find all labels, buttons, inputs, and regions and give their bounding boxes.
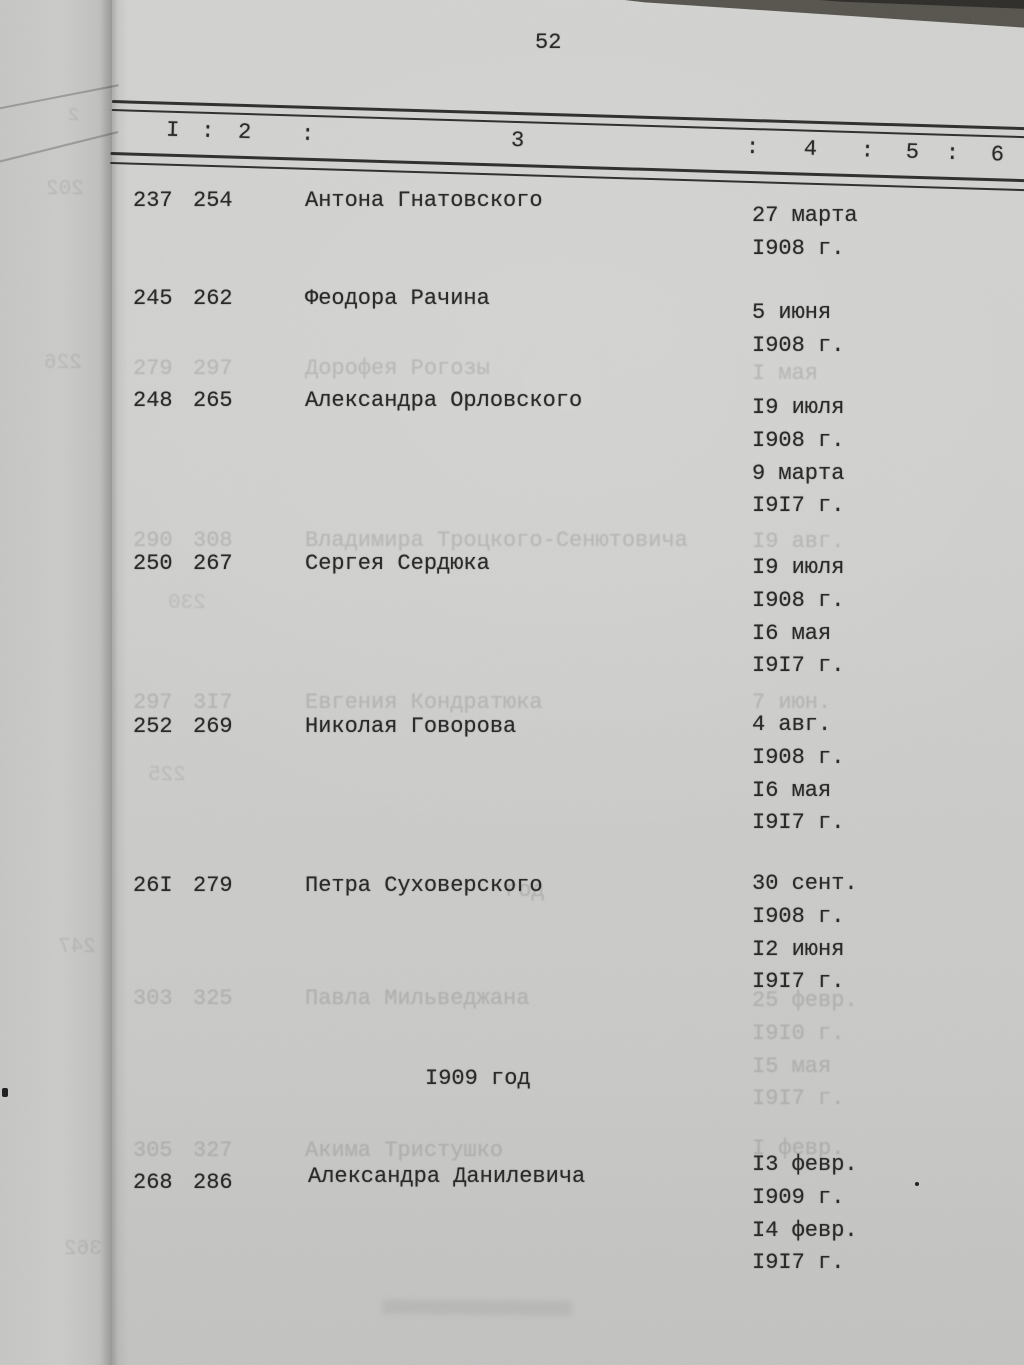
entry-number-col1: 250 <box>133 551 173 576</box>
bleedthrough-number: 297 <box>133 690 173 715</box>
bleedthrough-mirrored-number: 226 <box>44 352 82 375</box>
date-line: 27 марта <box>752 203 858 228</box>
date-line: I9I0 г. <box>752 1020 845 1046</box>
ink-speck <box>2 1088 8 1097</box>
date-line: I908 г. <box>752 427 845 453</box>
bleedthrough-mirrored-number: 362 <box>64 1238 102 1261</box>
entry-number-col1: 248 <box>133 388 173 413</box>
bleedthrough-date: I мая <box>752 361 818 394</box>
date-line: 5 июня <box>752 300 832 325</box>
section-year-header: I909 год <box>425 1066 531 1091</box>
date-line: I4 февр. <box>752 1217 858 1243</box>
entry-number-col1: 252 <box>133 714 173 739</box>
date-cell: 30 сент. I908 г. I2 июня I9I7 г. <box>752 871 858 1002</box>
date-line: I908 г. <box>752 235 845 261</box>
date-cell: I9 июля I908 г. 9 марта I9I7 г. <box>752 395 844 526</box>
date-line: I9I7 г. <box>752 810 845 836</box>
date-line: I9I7 г. <box>752 1250 845 1276</box>
date-line: I6 мая <box>752 620 832 646</box>
page-number: 52 <box>535 30 562 55</box>
date-line: I9I7 г. <box>752 653 845 679</box>
date-cell: I9 июля I908 г. I6 мая I9I7 г. <box>752 555 844 686</box>
entry-number-col2: 254 <box>193 188 233 213</box>
person-name: Петра Суховерского <box>305 873 543 898</box>
date-line: I9 июля <box>752 395 845 420</box>
entry-number-col1: 245 <box>133 286 173 311</box>
date-line: 30 сент. <box>752 871 858 896</box>
table-header-band: I : 2 : 3 : 4 : 5 : 6 <box>110 100 1024 198</box>
date-line: I9I7 г. <box>752 1086 845 1112</box>
date-line: 9 марта <box>752 460 845 486</box>
date-line: I908 г. <box>752 903 845 929</box>
previous-page-edge <box>0 0 112 1365</box>
bleedthrough-name: Дорофея Рогозы <box>305 356 490 381</box>
date-line: I909 г. <box>752 1184 845 1210</box>
entry-number-col2: 262 <box>193 286 233 311</box>
book-gutter-crease <box>100 0 128 1365</box>
entry-number-col2: 265 <box>193 388 233 413</box>
date-line: 4 авг. <box>752 712 832 737</box>
date-line: I908 г. <box>752 332 845 358</box>
date-line: I мая <box>752 361 819 386</box>
entry-number-col1: 268 <box>133 1170 173 1195</box>
date-line: I908 г. <box>752 587 845 613</box>
date-cell: 4 авг. I908 г. I6 мая I9I7 г. <box>752 712 844 843</box>
date-line: 25 февр. <box>752 988 858 1013</box>
column-header-3: 3 <box>510 127 525 154</box>
column-separator: : <box>300 121 315 148</box>
date-line: I6 мая <box>752 777 832 803</box>
column-separator: : <box>945 140 960 167</box>
date-cell: 5 июня I908 г. <box>752 300 844 366</box>
bleedthrough-mirrored-number: 2 <box>68 106 79 126</box>
person-name: Антона Гнатовского <box>305 188 543 213</box>
entry-number-col2: 279 <box>193 873 233 898</box>
date-line: I5 мая <box>752 1053 832 1079</box>
person-name: Александра Данилевича <box>308 1164 586 1189</box>
bleedthrough-smear <box>381 1299 573 1316</box>
bleedthrough-date: 25 февр. I9I0 г. I5 мая I9I7 г. <box>752 988 858 1119</box>
entry-number-col2: 267 <box>193 551 233 576</box>
entry-number-col2: 286 <box>193 1170 233 1195</box>
column-separator: : <box>860 138 875 164</box>
bleedthrough-number: 297 <box>193 356 233 381</box>
column-header-6: 6 <box>990 142 1005 168</box>
column-header-4: 4 <box>803 136 818 162</box>
column-header-2: 2 <box>237 119 252 146</box>
date-cell: 27 марта I908 г. <box>752 203 858 269</box>
column-header-1: I <box>165 117 180 144</box>
bleedthrough-number: 327 <box>193 1138 233 1163</box>
person-name: Феодора Рачина <box>305 286 490 311</box>
column-separator: : <box>745 134 760 161</box>
bleedthrough-mirrored-number: 230 <box>168 592 206 615</box>
bleedthrough-mirrored-number: 202 <box>46 178 84 201</box>
person-name: Александра Орловского <box>305 388 583 413</box>
bleedthrough-name: Павла Мильведжана <box>305 986 530 1011</box>
date-line: I3 февр. <box>752 1152 858 1177</box>
date-line: I9I7 г. <box>752 493 845 519</box>
date-line: I908 г. <box>752 744 845 770</box>
bleedthrough-mirrored-number: 225 <box>148 764 186 787</box>
bleedthrough-number: 305 <box>133 1138 173 1163</box>
bleedthrough-name: Акима Тристушко <box>305 1138 504 1163</box>
bleedthrough-mirrored-number: 247 <box>58 936 96 959</box>
person-name: Николая Говорова <box>305 714 517 739</box>
date-cell: I3 февр. I909 г. I4 февр. I9I7 г. <box>752 1152 858 1283</box>
entry-number-col2: 269 <box>193 714 233 739</box>
bleedthrough-name: Евгения Кондратюка <box>305 690 543 715</box>
bleedthrough-number: 279 <box>133 356 173 381</box>
ink-speck <box>915 1182 919 1186</box>
bleedthrough-number: 303 <box>133 986 173 1011</box>
column-header-5: 5 <box>905 139 920 165</box>
entry-number-col1: 26I <box>133 873 173 898</box>
bleedthrough-number: 325 <box>193 986 233 1011</box>
entry-number-col1: 237 <box>133 188 173 213</box>
column-separator: : <box>200 118 215 145</box>
bleedthrough-number: 3I7 <box>193 690 233 715</box>
date-line: I2 июня <box>752 936 845 962</box>
table-surface-shadow <box>624 0 1024 28</box>
person-name: Сергея Сердюка <box>305 551 490 576</box>
date-line: I9 июля <box>752 555 845 580</box>
